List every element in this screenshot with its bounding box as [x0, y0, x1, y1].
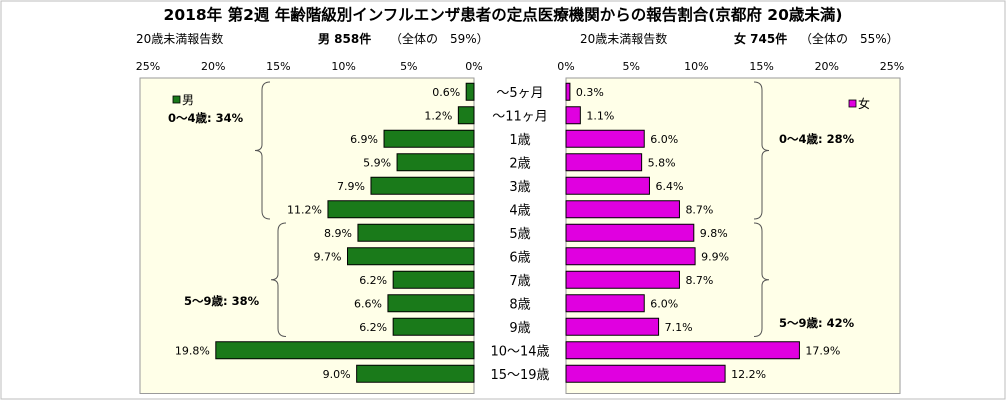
female-brace-5-9: [753, 222, 770, 337]
category-label: 4歳: [509, 203, 530, 218]
male-bar: [392, 317, 475, 336]
male-bar: [392, 270, 475, 289]
male-value-label: 9.7%: [314, 250, 342, 263]
female-total-label: 女 745件: [734, 31, 787, 46]
male-bar: [465, 82, 475, 101]
male-value-label: 6.2%: [359, 321, 387, 334]
male-value-label: 6.6%: [354, 297, 382, 310]
male-value-label: 6.9%: [350, 133, 378, 146]
chart-title: 2018年 第2週 年齢階級別インフルエンザ患者の定点医療機関からの報告割合(京…: [164, 5, 843, 24]
female-bar: [565, 294, 645, 313]
female-value-label: 0.3%: [576, 86, 604, 99]
category-label: ～11ヶ月: [492, 109, 548, 124]
female-value-label: 12.2%: [731, 368, 766, 381]
male-legend-label: 男: [182, 93, 194, 107]
male-group-label-0-4: 0～4歳: 34%: [168, 111, 244, 125]
female-x-tick-label: 10%: [684, 60, 708, 73]
category-label: 6歳: [509, 250, 530, 265]
male-bar: [356, 364, 475, 383]
male-bar: [457, 106, 475, 125]
male-value-label: 9.0%: [323, 368, 351, 381]
female-value-label: 5.8%: [648, 156, 676, 169]
female-value-label: 7.1%: [665, 321, 693, 334]
male-x-tick-label: 10%: [331, 60, 355, 73]
male-value-label: 8.9%: [324, 227, 352, 240]
male-brace-0-4: [254, 81, 271, 220]
female-value-label: 8.7%: [685, 203, 713, 216]
female-legend-label: 女: [858, 96, 870, 111]
male-bar: [383, 129, 475, 148]
female-brace-0-4: [753, 81, 770, 220]
male-bar: [396, 153, 475, 172]
female-value-label: 8.7%: [685, 274, 713, 287]
female-x-tick-label: 5%: [622, 60, 639, 73]
female-count-label: 20歳未満報告数: [580, 31, 667, 46]
female-bar: [565, 223, 695, 242]
female-value-label: 9.9%: [701, 250, 729, 263]
category-label: ～5ヶ月: [496, 86, 543, 101]
male-bar: [387, 294, 475, 313]
male-bar: [327, 200, 475, 219]
male-x-tick-label: 0%: [465, 60, 482, 73]
male-bar: [357, 223, 475, 242]
male-value-label: 11.2%: [287, 203, 322, 216]
male-value-label: 7.9%: [337, 180, 365, 193]
male-value-label: 6.2%: [359, 274, 387, 287]
male-x-tick-label: 5%: [400, 60, 417, 73]
male-value-label: 19.8%: [175, 344, 210, 357]
female-group-label-0-4: 0～4歳: 28%: [779, 132, 855, 146]
category-label: 1歳: [509, 133, 530, 148]
female-bar: [565, 247, 696, 266]
category-label: 8歳: [509, 297, 530, 312]
category-label: 10～14歳: [490, 344, 549, 359]
female-value-label: 6.4%: [655, 180, 683, 193]
female-x-tick-label: 25%: [880, 60, 904, 73]
category-label: 5歳: [509, 227, 530, 242]
category-label: 3歳: [509, 180, 530, 195]
female-value-label: 9.8%: [700, 227, 728, 240]
male-value-label: 5.9%: [363, 156, 391, 169]
female-legend-swatch: [848, 99, 857, 108]
female-bar: [565, 317, 660, 336]
male-value-label: 0.6%: [432, 86, 460, 99]
male-x-tick-label: 15%: [266, 60, 290, 73]
male-brace-5-9: [270, 222, 287, 337]
male-legend-swatch: [172, 95, 181, 104]
category-label: 2歳: [509, 156, 530, 171]
female-value-label: 6.0%: [650, 133, 678, 146]
female-x-tick-label: 20%: [815, 60, 839, 73]
female-bar: [565, 106, 581, 125]
female-group-label-5-9: 5～9歳: 42%: [779, 316, 855, 330]
category-label: 9歳: [509, 321, 530, 336]
male-share-label: （全体の 59%）: [390, 31, 489, 46]
female-value-label: 1.1%: [586, 109, 614, 122]
female-value-label: 17.9%: [805, 344, 840, 357]
male-x-tick-label: 25%: [136, 60, 160, 73]
male-bar: [215, 341, 475, 360]
male-x-tick-label: 20%: [201, 60, 225, 73]
male-count-label: 20歳未満報告数: [136, 31, 223, 46]
female-bar: [565, 200, 680, 219]
category-label: 15～19歳: [490, 368, 549, 383]
female-value-label: 6.0%: [650, 297, 678, 310]
female-x-tick-label: 0%: [557, 60, 574, 73]
male-group-label-5-9: 5～9歳: 38%: [184, 294, 260, 308]
male-value-label: 1.2%: [424, 109, 452, 122]
female-bar: [565, 129, 645, 148]
male-total-label: 男 858件: [318, 31, 371, 46]
female-x-tick-label: 15%: [749, 60, 773, 73]
category-label: 7歳: [509, 274, 530, 289]
male-bar: [347, 247, 475, 266]
male-bar: [370, 176, 475, 195]
female-share-label: （全体の 55%）: [800, 31, 899, 46]
female-bar: [565, 270, 680, 289]
female-bar: [565, 341, 800, 360]
female-bar: [565, 364, 726, 383]
female-bar: [565, 153, 643, 172]
female-bar: [565, 82, 571, 101]
female-bar: [565, 176, 650, 195]
